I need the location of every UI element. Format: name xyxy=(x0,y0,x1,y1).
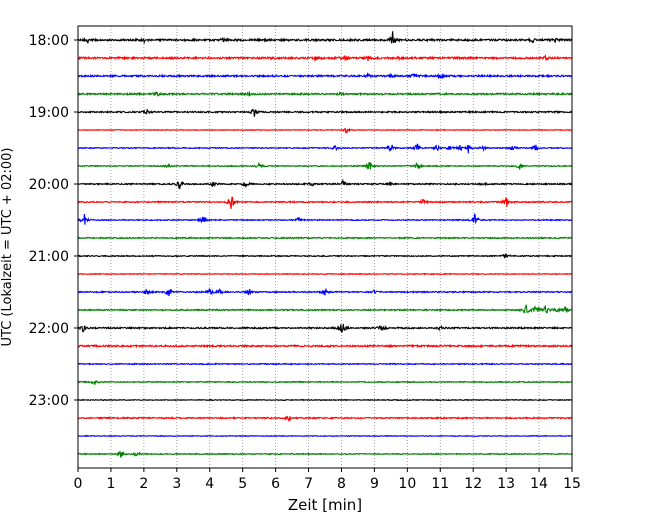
y-tick-label-1: 19:00 xyxy=(29,105,69,121)
y-axis-label: UTC (Lokalzeit = UTC + 02:00) xyxy=(0,148,15,347)
trace-2100 xyxy=(77,253,573,259)
plot-background xyxy=(78,26,572,468)
trace-2130 xyxy=(77,287,573,297)
trace-1945 xyxy=(77,161,573,170)
trace-2245 xyxy=(77,380,573,385)
trace-2200 xyxy=(77,323,573,334)
trace-2115 xyxy=(77,272,573,276)
x-tick-label-13: 13 xyxy=(497,476,515,492)
trace-1900 xyxy=(77,108,573,117)
y-tick-label-0: 18:00 xyxy=(29,33,69,49)
y-axis: 18:00 19:00 20:00 21:00 22:00 23:00 xyxy=(29,33,78,409)
x-axis-label: Zeit [min] xyxy=(288,496,362,514)
y-tick-label-4: 22:00 xyxy=(29,321,69,337)
y-tick-label-5: 23:00 xyxy=(29,393,69,409)
x-axis: 0 1 2 3 4 5 6 7 8 9 10 11 12 13 14 15 xyxy=(74,468,581,492)
trace-series xyxy=(77,31,573,458)
x-tick-label-3: 3 xyxy=(172,476,181,492)
trace-1815 xyxy=(77,54,573,62)
x-tick-label-10: 10 xyxy=(398,476,416,492)
x-tick-label-6: 6 xyxy=(271,476,280,492)
y-tick-label-2: 20:00 xyxy=(29,177,69,193)
x-tick-label-0: 0 xyxy=(74,476,83,492)
trace-2215 xyxy=(77,343,573,349)
trace-2030 xyxy=(77,213,573,225)
x-tick-label-2: 2 xyxy=(139,476,148,492)
x-tick-label-5: 5 xyxy=(238,476,247,492)
y-tick-label-3: 21:00 xyxy=(29,249,69,265)
trace-2045 xyxy=(77,236,573,240)
x-tick-label-8: 8 xyxy=(337,476,346,492)
x-tick-label-12: 12 xyxy=(464,476,482,492)
x-tick-label-4: 4 xyxy=(205,476,214,492)
trace-1800 xyxy=(77,31,573,45)
x-tick-label-9: 9 xyxy=(370,476,379,492)
trace-2145 xyxy=(77,304,573,314)
x-tick-label-7: 7 xyxy=(304,476,313,492)
trace-2345 xyxy=(77,451,573,458)
x-tick-label-14: 14 xyxy=(530,476,548,492)
x-tick-label-15: 15 xyxy=(563,476,581,492)
trace-2000 xyxy=(77,178,573,190)
trace-2015 xyxy=(77,196,573,209)
plot-frame xyxy=(77,25,573,469)
trace-1830 xyxy=(77,71,573,80)
trace-2330 xyxy=(77,434,573,438)
x-tick-label-11: 11 xyxy=(431,476,449,492)
trace-1930 xyxy=(77,143,573,154)
trace-1915 xyxy=(77,127,573,134)
x-tick-label-1: 1 xyxy=(106,476,115,492)
trace-2300 xyxy=(77,398,573,402)
trace-2315 xyxy=(77,415,573,423)
trace-2230 xyxy=(77,362,573,366)
trace-1845 xyxy=(77,91,573,98)
